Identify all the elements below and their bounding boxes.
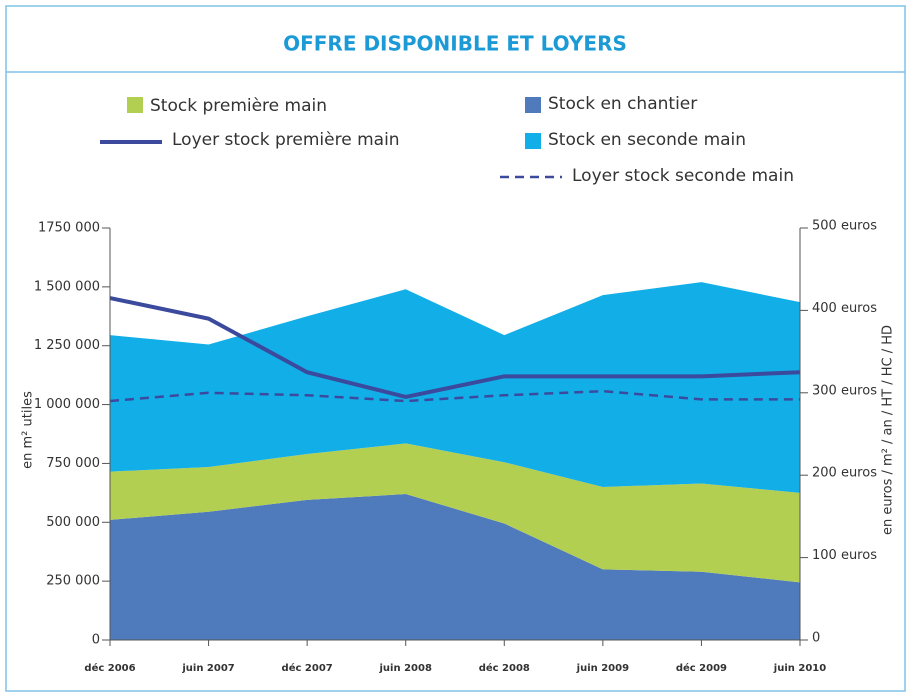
- x-tick-label: juin 2009: [576, 663, 629, 674]
- legend-label: Loyer stock seconde main: [572, 166, 794, 186]
- x-tick-label: juin 2008: [379, 663, 432, 674]
- y2-tick-label: 500 euros: [812, 219, 877, 234]
- chart-title: OFFRE DISPONIBLE ET LOYERS: [283, 32, 627, 56]
- x-tick-label: déc 2007: [282, 662, 333, 674]
- area: [110, 443, 800, 583]
- line: [109, 296, 801, 399]
- legend-label: Loyer stock première main: [172, 130, 400, 150]
- y-tick-label: 250 000: [46, 574, 100, 589]
- line: [109, 389, 800, 403]
- x-tick-label: déc 2009: [676, 662, 727, 674]
- y-tick-label: 1 500 000: [34, 279, 100, 294]
- y-axis-title: en m² utiles: [21, 391, 36, 469]
- y2-tick-label: 200 euros: [812, 466, 877, 481]
- legend-label: Stock en seconde main: [548, 130, 746, 150]
- y2-tick-label: 100 euros: [812, 548, 877, 563]
- legend-swatch: [525, 97, 541, 113]
- y-tick-label: 1 250 000: [34, 338, 100, 353]
- legend: Stock première main Loyer stock première…: [100, 94, 794, 186]
- legend-swatch: [127, 97, 143, 113]
- legend-swatch: [525, 133, 541, 149]
- x-tick-label: juin 2007: [181, 663, 234, 674]
- x-tick-label: juin 2010: [773, 663, 826, 674]
- y-tick-label: 750 000: [46, 456, 100, 471]
- area: [110, 494, 800, 640]
- y-tick-label: 1750 000: [38, 221, 100, 236]
- x-tick-label: déc 2008: [479, 662, 530, 674]
- y-tick-label: 0: [92, 633, 100, 648]
- legend-label: Stock en chantier: [548, 94, 697, 114]
- y2-axis-title: en euros / m² / an / HT / HC / HD: [881, 325, 896, 535]
- frame: [5, 5, 906, 692]
- legend-label: Stock première main: [150, 96, 327, 116]
- x-tick-label: déc 2006: [84, 662, 135, 674]
- y2-tick-label: 0: [812, 631, 820, 646]
- y2-tick-label: 400 euros: [812, 301, 877, 316]
- y2-tick-label: 300 euros: [812, 383, 877, 398]
- y-tick-label: 1 000 000: [34, 397, 100, 412]
- y-tick-label: 500 000: [46, 515, 100, 530]
